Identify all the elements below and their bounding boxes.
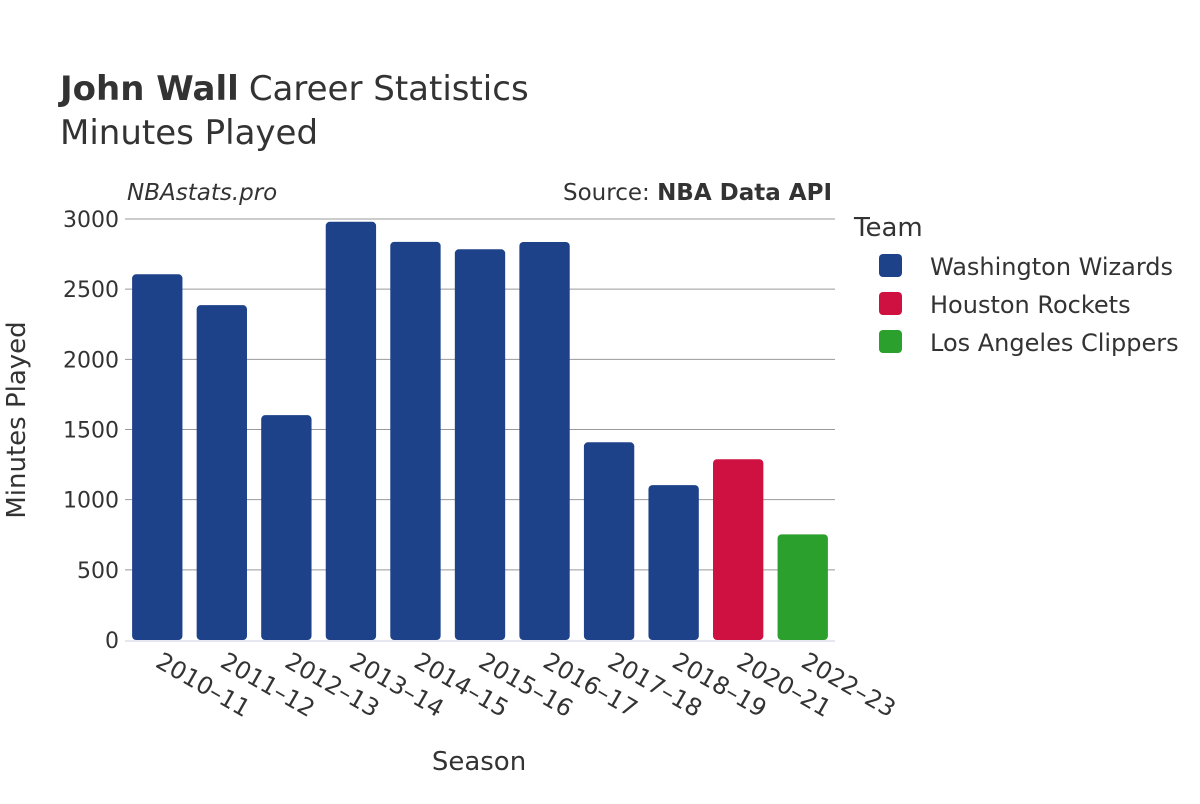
source-text: Source: NBA Data API: [563, 180, 832, 206]
chart-title-suffix: Career Statistics: [249, 69, 529, 109]
y-tick-label: 500: [77, 559, 119, 584]
bar-2011–12[interactable]: [196, 305, 247, 640]
watermark-text: NBAstats.pro: [127, 180, 277, 206]
y-tick-label: 2500: [63, 278, 119, 303]
legend-label[interactable]: Washington Wizards: [930, 253, 1173, 281]
x-axis-title: Season: [432, 747, 526, 777]
legend-title: Team: [853, 213, 923, 243]
bar-2017–18[interactable]: [583, 442, 635, 640]
bar-2013–14[interactable]: [325, 221, 377, 640]
y-tick-label: 2000: [63, 348, 119, 373]
x-tick-labels: 2010–112011–122012–132013–142014–152015–…: [151, 647, 900, 723]
y-tick-label: 1000: [63, 489, 119, 514]
y-tick-label: 1500: [63, 419, 119, 444]
y-tick-label: 3000: [63, 208, 119, 233]
bar-2015–16[interactable]: [454, 249, 506, 640]
chart-title: John Wall Career Statistics: [58, 69, 529, 109]
legend: Washington Wizards Houston Rockets Los Ang…: [879, 253, 1179, 357]
bar-2022–23[interactable]: [777, 534, 828, 640]
source-name: NBA Data API: [657, 180, 832, 206]
bar-2018–19[interactable]: [648, 485, 699, 640]
chart-title-player: John Wall: [58, 69, 239, 109]
bar-2020–21[interactable]: [713, 459, 764, 640]
legend-swatch[interactable]: [879, 254, 902, 277]
legend-label[interactable]: Houston Rockets: [930, 291, 1131, 319]
bar-2012–13[interactable]: [261, 415, 312, 640]
bar-series: [132, 221, 828, 641]
legend-swatch[interactable]: [879, 330, 902, 353]
chart-subtitle: Minutes Played: [60, 113, 318, 153]
y-tick-label: 0: [105, 629, 119, 654]
y-axis-title: Minutes Played: [2, 321, 32, 518]
bar-2016–17[interactable]: [519, 242, 570, 641]
bar-2014–15[interactable]: [390, 241, 441, 640]
source-prefix: Source:: [563, 180, 657, 206]
legend-swatch[interactable]: [879, 292, 902, 315]
y-tick-labels: 0 500 1000 1500 2000 2500 3000: [63, 208, 119, 654]
bar-2010–11[interactable]: [132, 274, 183, 640]
legend-label[interactable]: Los Angeles Clippers: [930, 329, 1179, 357]
